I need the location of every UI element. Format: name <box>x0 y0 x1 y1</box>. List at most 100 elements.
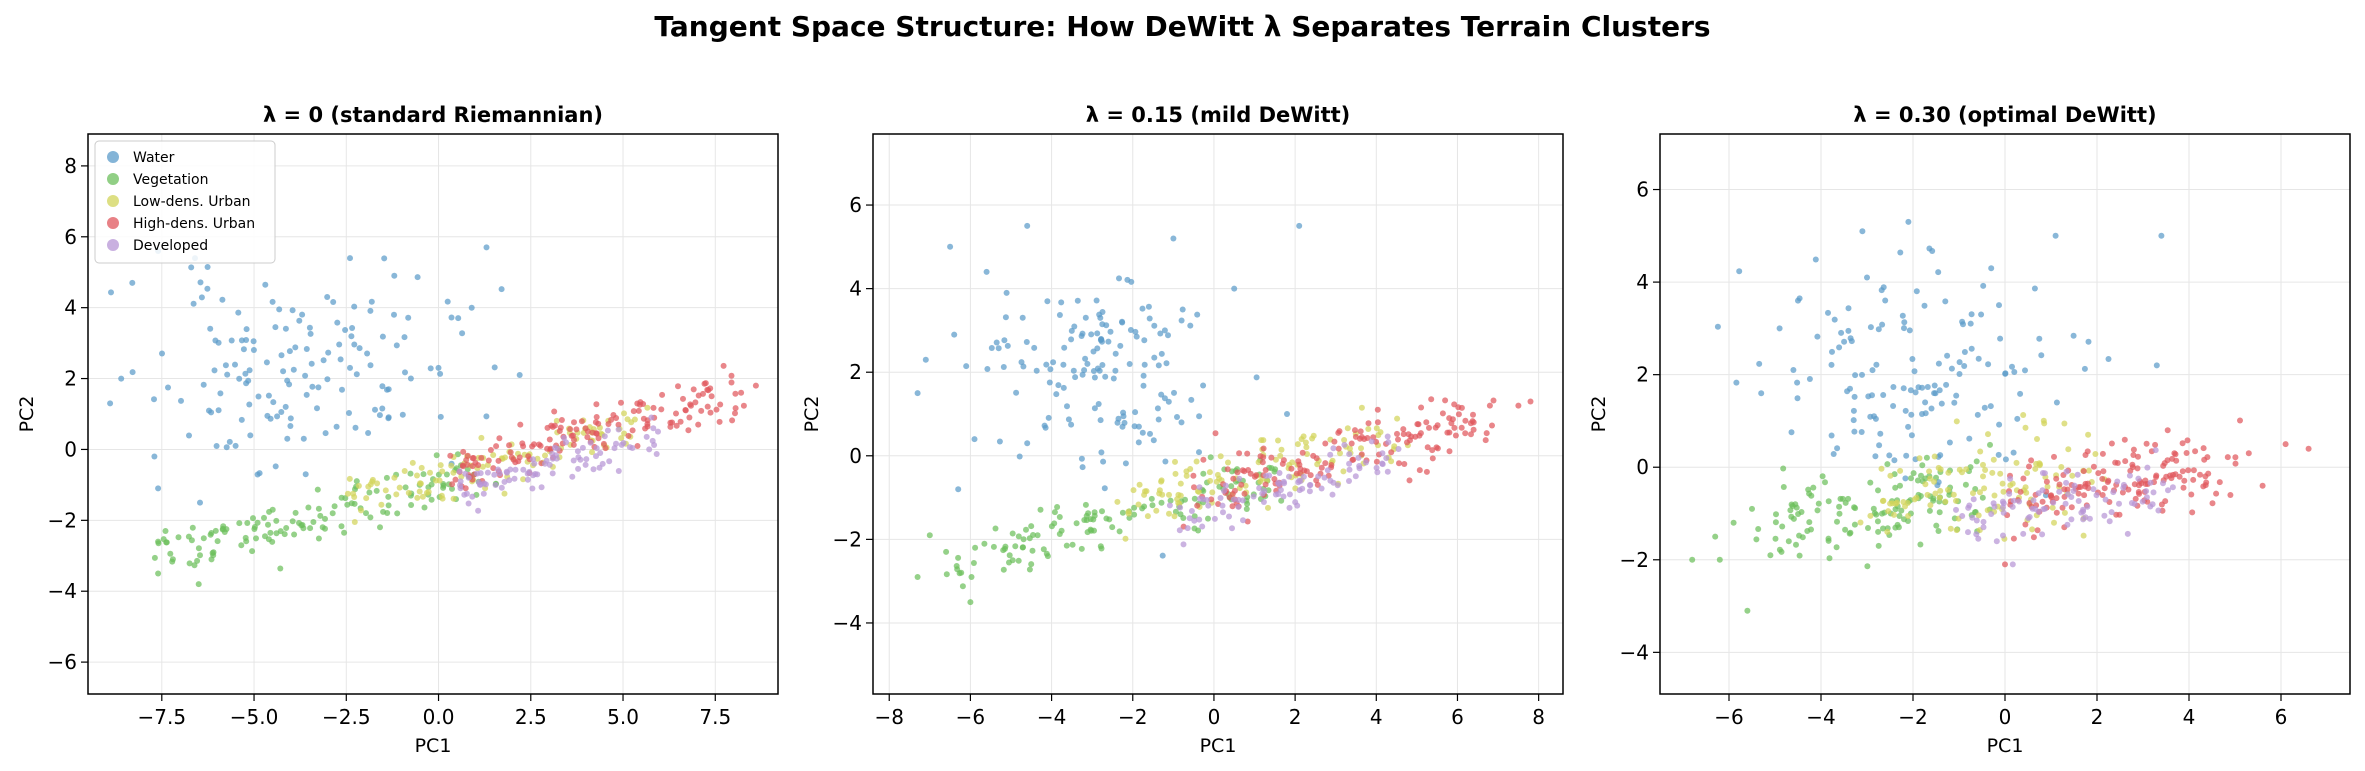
scatter-point <box>1167 497 1174 504</box>
scatter-point <box>1864 563 1871 570</box>
scatter-point <box>542 452 548 459</box>
scatter-point <box>2053 475 2060 482</box>
scatter-point <box>1241 468 1248 475</box>
scatter-point <box>1299 485 1306 492</box>
scatter-point <box>351 341 358 348</box>
scatter-point <box>263 359 270 366</box>
scatter-point <box>1808 492 1815 499</box>
scatter-point <box>1220 509 1226 516</box>
scatter-point <box>556 428 563 434</box>
scatter-point <box>1755 526 1762 532</box>
scatter-point <box>1470 411 1476 418</box>
scatter-point <box>2050 499 2057 506</box>
scatter-point <box>615 426 622 433</box>
scatter-point <box>2029 505 2036 512</box>
scatter-point <box>1330 445 1337 452</box>
scatter-point <box>226 438 233 445</box>
scatter-point <box>1074 297 1081 304</box>
scatter-point <box>1486 402 1493 409</box>
scatter-point <box>2213 490 2220 497</box>
scatter-point <box>1880 497 1887 504</box>
scatter-point <box>485 457 492 464</box>
scatter-point <box>214 538 221 545</box>
scatter-point <box>483 244 490 251</box>
scatter-point <box>635 407 642 414</box>
scatter-point <box>2034 527 2041 534</box>
scatter-point <box>447 452 454 459</box>
scatter-point <box>303 346 310 352</box>
scatter-point <box>210 549 217 556</box>
scatter-point <box>379 383 386 390</box>
scatter-point <box>334 319 341 326</box>
scatter-point <box>549 470 556 477</box>
scatter-point <box>1914 477 1921 484</box>
scatter-point <box>549 455 556 462</box>
scatter-point <box>1796 532 1803 539</box>
scatter-point <box>582 461 589 468</box>
scatter-point <box>1527 398 1534 405</box>
scatter-point <box>1985 361 1992 368</box>
scatter-point <box>2085 431 2092 438</box>
scatter-point <box>1256 485 1263 492</box>
scatter-point <box>1979 494 1986 501</box>
scatter-point <box>1373 464 1380 471</box>
scatter-point <box>1119 509 1126 516</box>
scatter-point <box>1967 320 1974 327</box>
scatter-point <box>549 423 556 430</box>
scatter-point <box>1877 430 1884 437</box>
scatter-point <box>265 536 272 543</box>
scatter-point <box>524 476 531 483</box>
scatter-point <box>242 370 249 377</box>
scatter-point <box>282 403 289 410</box>
scatter-point <box>492 482 499 488</box>
scatter-point <box>615 468 622 474</box>
y-tick-label: 0 <box>64 437 77 461</box>
scatter-point <box>213 443 220 449</box>
scatter-point <box>2013 459 2020 466</box>
scatter-point <box>1851 504 1858 511</box>
scatter-point <box>1714 323 1721 330</box>
scatter-point <box>490 452 497 458</box>
scatter-point <box>320 357 327 364</box>
scatter-point <box>1806 519 1813 526</box>
scatter-point <box>1841 338 1848 345</box>
scatter-point <box>1845 305 1852 312</box>
scatter-point <box>1847 529 1854 536</box>
scatter-point <box>1963 466 1970 473</box>
scatter-point <box>1917 541 1924 548</box>
scatter-point <box>277 565 284 572</box>
scatter-point <box>1161 327 1168 334</box>
scatter-point <box>1271 476 1278 482</box>
legend-marker <box>107 151 119 163</box>
x-tick-label: −4 <box>1037 705 1066 729</box>
scatter-point <box>2030 534 2037 541</box>
scatter-point <box>417 480 424 487</box>
scatter-point <box>2155 507 2162 514</box>
scatter-point <box>1899 312 1906 319</box>
scatter-point <box>1400 431 1407 438</box>
scatter-point <box>1879 510 1885 517</box>
scatter-point <box>1230 475 1237 482</box>
scatter-point <box>197 552 203 559</box>
scatter-point <box>367 514 374 521</box>
scatter-point <box>1158 499 1165 506</box>
scatter-point <box>1004 342 1011 349</box>
scatter-point <box>2172 451 2179 458</box>
scatter-point <box>1207 454 1214 461</box>
scatter-point <box>1400 426 1407 433</box>
scatter-point <box>267 529 274 536</box>
scatter-point <box>1812 256 1819 263</box>
x-tick-label: 2 <box>2091 705 2104 729</box>
scatter-point <box>1003 289 1010 296</box>
scatter-point <box>1199 523 1206 530</box>
scatter-point <box>2000 532 2006 539</box>
scatter-point <box>1079 464 1086 471</box>
scatter-point <box>496 435 503 442</box>
scatter-point <box>1946 439 1953 446</box>
scatter-point <box>1901 516 1907 523</box>
scatter-point <box>190 300 197 307</box>
scatter-point <box>1946 491 1953 498</box>
scatter-point <box>250 338 257 345</box>
scatter-point <box>512 466 519 473</box>
